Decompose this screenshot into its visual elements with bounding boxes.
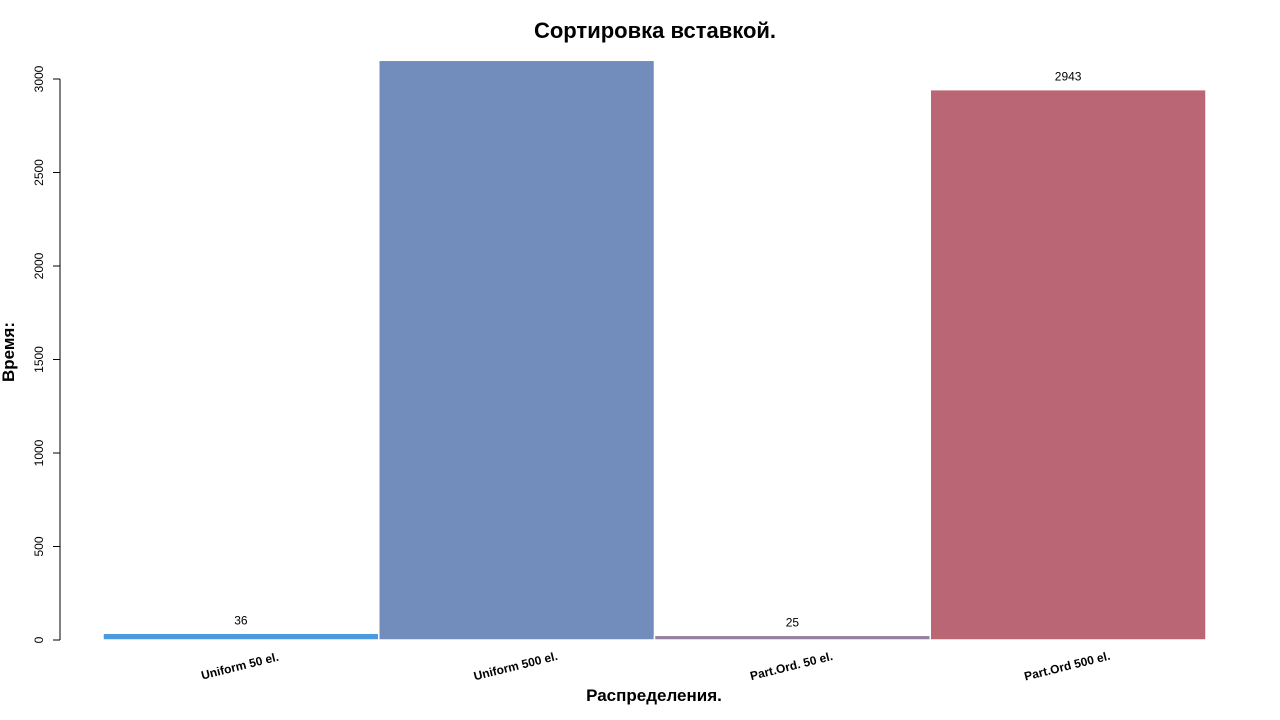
x-category-labels: Uniform 50 el. Uniform 500 el. Part.Ord. 5… bbox=[200, 649, 1112, 684]
y-tick-label: 500 bbox=[32, 536, 46, 556]
data-labels: 36 25 2943 bbox=[234, 70, 1082, 630]
bar bbox=[102, 632, 380, 641]
x-tick-label: Part.Ord. 50 el. bbox=[749, 649, 835, 683]
x-tick-label: Part.Ord 500 el. bbox=[1023, 649, 1112, 684]
y-tick-label: 2000 bbox=[32, 252, 46, 279]
y-tick-label: 1500 bbox=[32, 346, 46, 373]
bars bbox=[102, 59, 1207, 641]
x-tick-label: Uniform 50 el. bbox=[200, 650, 280, 683]
y-tick-label: 2500 bbox=[32, 159, 46, 186]
data-label: 25 bbox=[786, 615, 800, 629]
y-tick-label: 0 bbox=[32, 636, 46, 643]
chart-title: Сортировка вставкой. bbox=[534, 18, 776, 43]
y-axis-title: Время: bbox=[0, 322, 18, 382]
data-label: 2943 bbox=[1055, 70, 1082, 84]
bar bbox=[378, 59, 656, 641]
y-axis: 0 500 1000 1500 2000 2500 3000 bbox=[32, 65, 61, 643]
y-tick-label: 3000 bbox=[32, 65, 46, 92]
data-label: 36 bbox=[234, 613, 248, 627]
bar bbox=[653, 634, 931, 641]
y-tick-label: 1000 bbox=[32, 439, 46, 466]
x-axis-title: Распределения. bbox=[586, 686, 722, 705]
bar bbox=[929, 88, 1207, 641]
x-tick-label: Uniform 500 el. bbox=[472, 649, 559, 683]
